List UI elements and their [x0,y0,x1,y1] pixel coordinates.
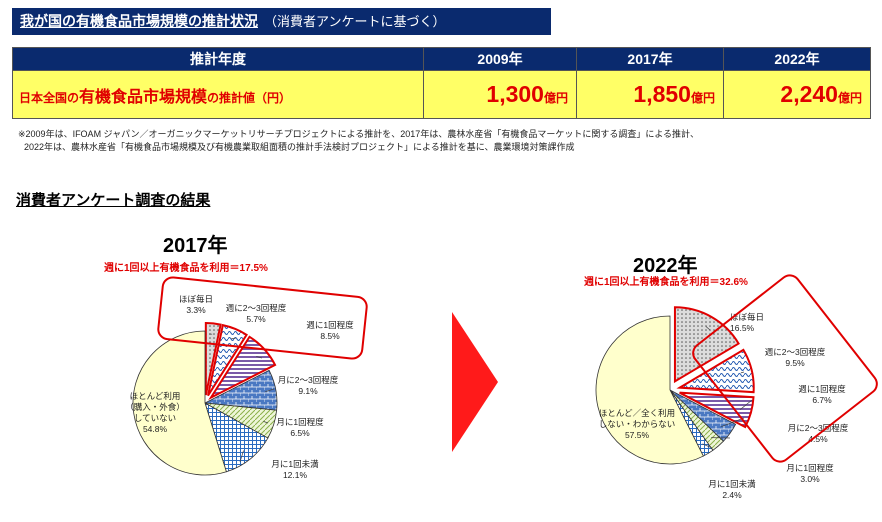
pie-slice [207,323,248,397]
chart-subtitle-2022: 週に1回以上有機食品を利用＝32.6% [584,277,748,288]
pie-chart-2022年: ほぼ毎日 16.5%週に2～3回程度 9.5% 週に1回程度 6.7% 月に2～3回程度 4… [595,274,878,500]
leader-line [256,356,263,359]
source-note-1: ※2009年は、IFOAM ジャパン／オーガニックマーケットリサーチプロジェクト… [18,129,700,139]
slice-label: 月に2～3回程度 9.1% [278,375,339,396]
leader-line [265,388,275,393]
slice-label: 週に1回程度 8.5% [306,320,354,341]
pie-slice [595,315,704,465]
leader-line [740,371,745,374]
slice-label: 月に1回未満 2.4% [708,479,756,500]
table-value-2009: 1,300億円 [423,70,577,119]
chart-title-2017: 2017年 [163,235,228,257]
pie-chart-2017年: ほぼ毎日 3.3% 週に2～3回程度 5.7% 週に1回程度 8.5% 月に2～3回程度 9.… [125,276,368,480]
section-title: 消費者アンケート調査の結果 [16,192,211,209]
chart-title-2022: 2022年 [633,255,698,277]
slice-label: ほとんど利用（購入・外食）していない 54.8% [125,391,185,434]
table-value-2022: 2,240億円 [723,70,871,119]
change-arrow [452,312,498,452]
pie-slice [676,348,755,394]
table-header-row: 推計年度 2009年 2017年 2022年 [12,47,871,71]
table-year-2022: 2022年 [723,47,871,71]
leader-line [740,399,753,410]
weekly-highlight-box [157,276,368,360]
leader-line [705,326,711,331]
market-size-table: 推計年度 2009年 2017年 2022年 日本全国の有機食品市場規模の推計値… [12,47,871,119]
page-title-bar: 我が国の有機食品市場規模の推計状況 （消費者アンケートに基づく） [12,8,551,35]
slice-label: 週に2～3回程度 5.7% [226,303,287,324]
slice-label: ほぼ毎日 16.5% [730,312,764,333]
pie-slice [679,391,755,429]
page-title: 我が国の有機食品市場規模の推計状況 [20,13,258,29]
slice-label: 週に2～3回程度 9.5% [765,347,826,368]
table-row: 日本全国の有機食品市場規模の推計値（円） 1,300億円 1,850億円 2,2… [12,70,871,119]
table-row-label: 日本全国の有機食品市場規模の推計値（円） [12,70,424,119]
weekly-highlight-box [692,274,878,463]
slice-label: 月に1回未満 12.1% [271,459,319,480]
table-value-2017: 1,850億円 [576,70,724,119]
table-year-2017: 2017年 [576,47,724,71]
slice-label: 月に1回程度 3.0% [786,463,834,484]
slice-label: 月に2～3回程度 4.5% [788,423,849,444]
slice-label: ほぼ毎日 3.3% [179,294,213,315]
leader-line [231,337,237,340]
leader-line [239,450,244,463]
slice-label: 月に1回程度 6.5% [276,417,324,438]
pie-slice [204,322,222,396]
chart-subtitle-2017: 週に1回以上有機食品を利用＝17.5% [104,263,268,274]
pie-slice [132,330,227,476]
leader-line [702,443,713,449]
leader-line [263,421,269,424]
slice-label: 週に1回程度 6.7% [798,384,846,405]
leader-line [720,417,745,428]
source-note-2: 2022年は、農林水産省「有機食品市場規模及び有機農業取組面積の推計手法検討プロ… [24,142,575,152]
table-col-header: 推計年度 [12,47,424,71]
page-subtitle: （消費者アンケートに基づく） [264,14,446,29]
slice-label: ほとんど／全く利用しない・わからない 57.5% [599,408,676,440]
